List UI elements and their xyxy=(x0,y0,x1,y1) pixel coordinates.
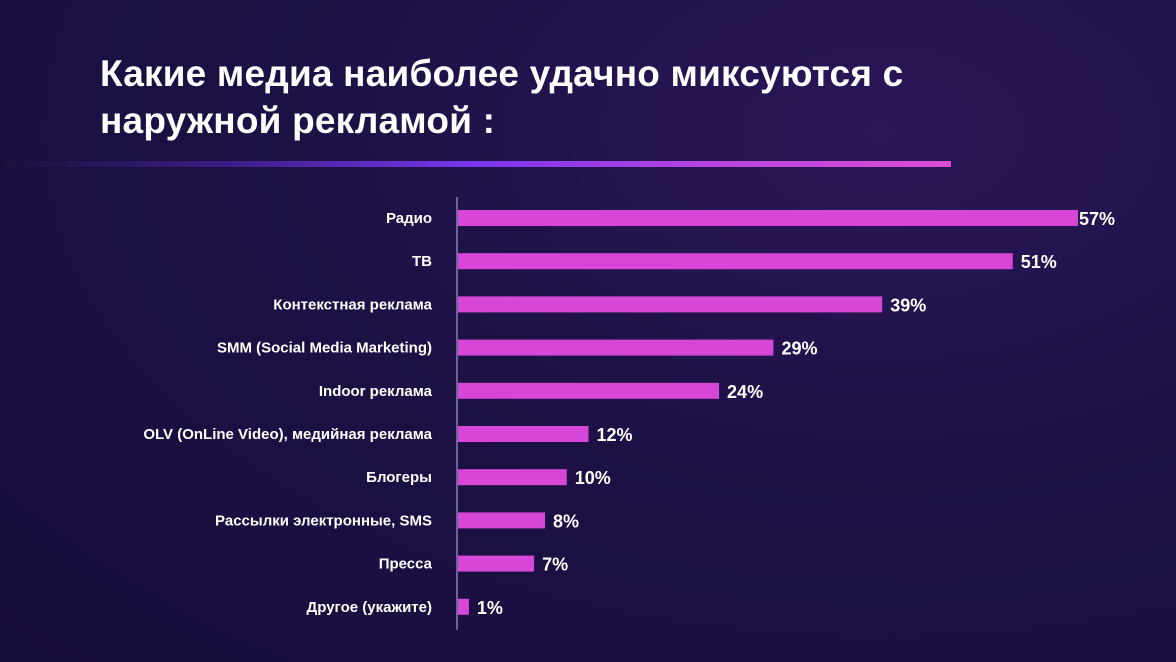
category-label: Пресса xyxy=(379,556,433,573)
value-label: 24% xyxy=(727,382,763,402)
category-label: OLV (OnLine Video), медийная реклама xyxy=(143,426,432,443)
bar xyxy=(458,382,720,399)
value-label: 39% xyxy=(890,295,926,315)
title-underline xyxy=(0,161,951,167)
category-label: Радио xyxy=(386,210,432,227)
bar xyxy=(458,253,1013,270)
bar xyxy=(458,555,535,572)
category-label: ТВ xyxy=(412,253,432,270)
bar xyxy=(458,512,546,529)
bar xyxy=(458,426,589,442)
value-label: 51% xyxy=(1021,252,1057,272)
bar xyxy=(458,296,883,313)
value-label: 10% xyxy=(575,468,611,488)
bar xyxy=(458,469,567,486)
chart-title: Какие медиа наиболее удачно миксуются с … xyxy=(100,53,904,141)
value-label: 57% xyxy=(1079,209,1115,229)
value-label: 8% xyxy=(553,511,579,531)
value-label: 12% xyxy=(597,425,633,445)
category-label: Блогеры xyxy=(366,469,432,486)
value-label: 29% xyxy=(781,339,817,359)
category-label: SMM (Social Media Marketing) xyxy=(217,340,432,357)
value-label: 7% xyxy=(542,555,568,575)
bar xyxy=(458,210,1078,226)
value-label: 1% xyxy=(477,598,503,618)
category-label: Рассылки электронные, SMS xyxy=(215,512,432,529)
category-label: Контекстная реклама xyxy=(273,296,432,313)
bar xyxy=(458,339,774,356)
category-label: Другое (укажите) xyxy=(307,599,432,616)
bar xyxy=(458,598,469,615)
category-label: Indoor реклама xyxy=(319,383,433,400)
